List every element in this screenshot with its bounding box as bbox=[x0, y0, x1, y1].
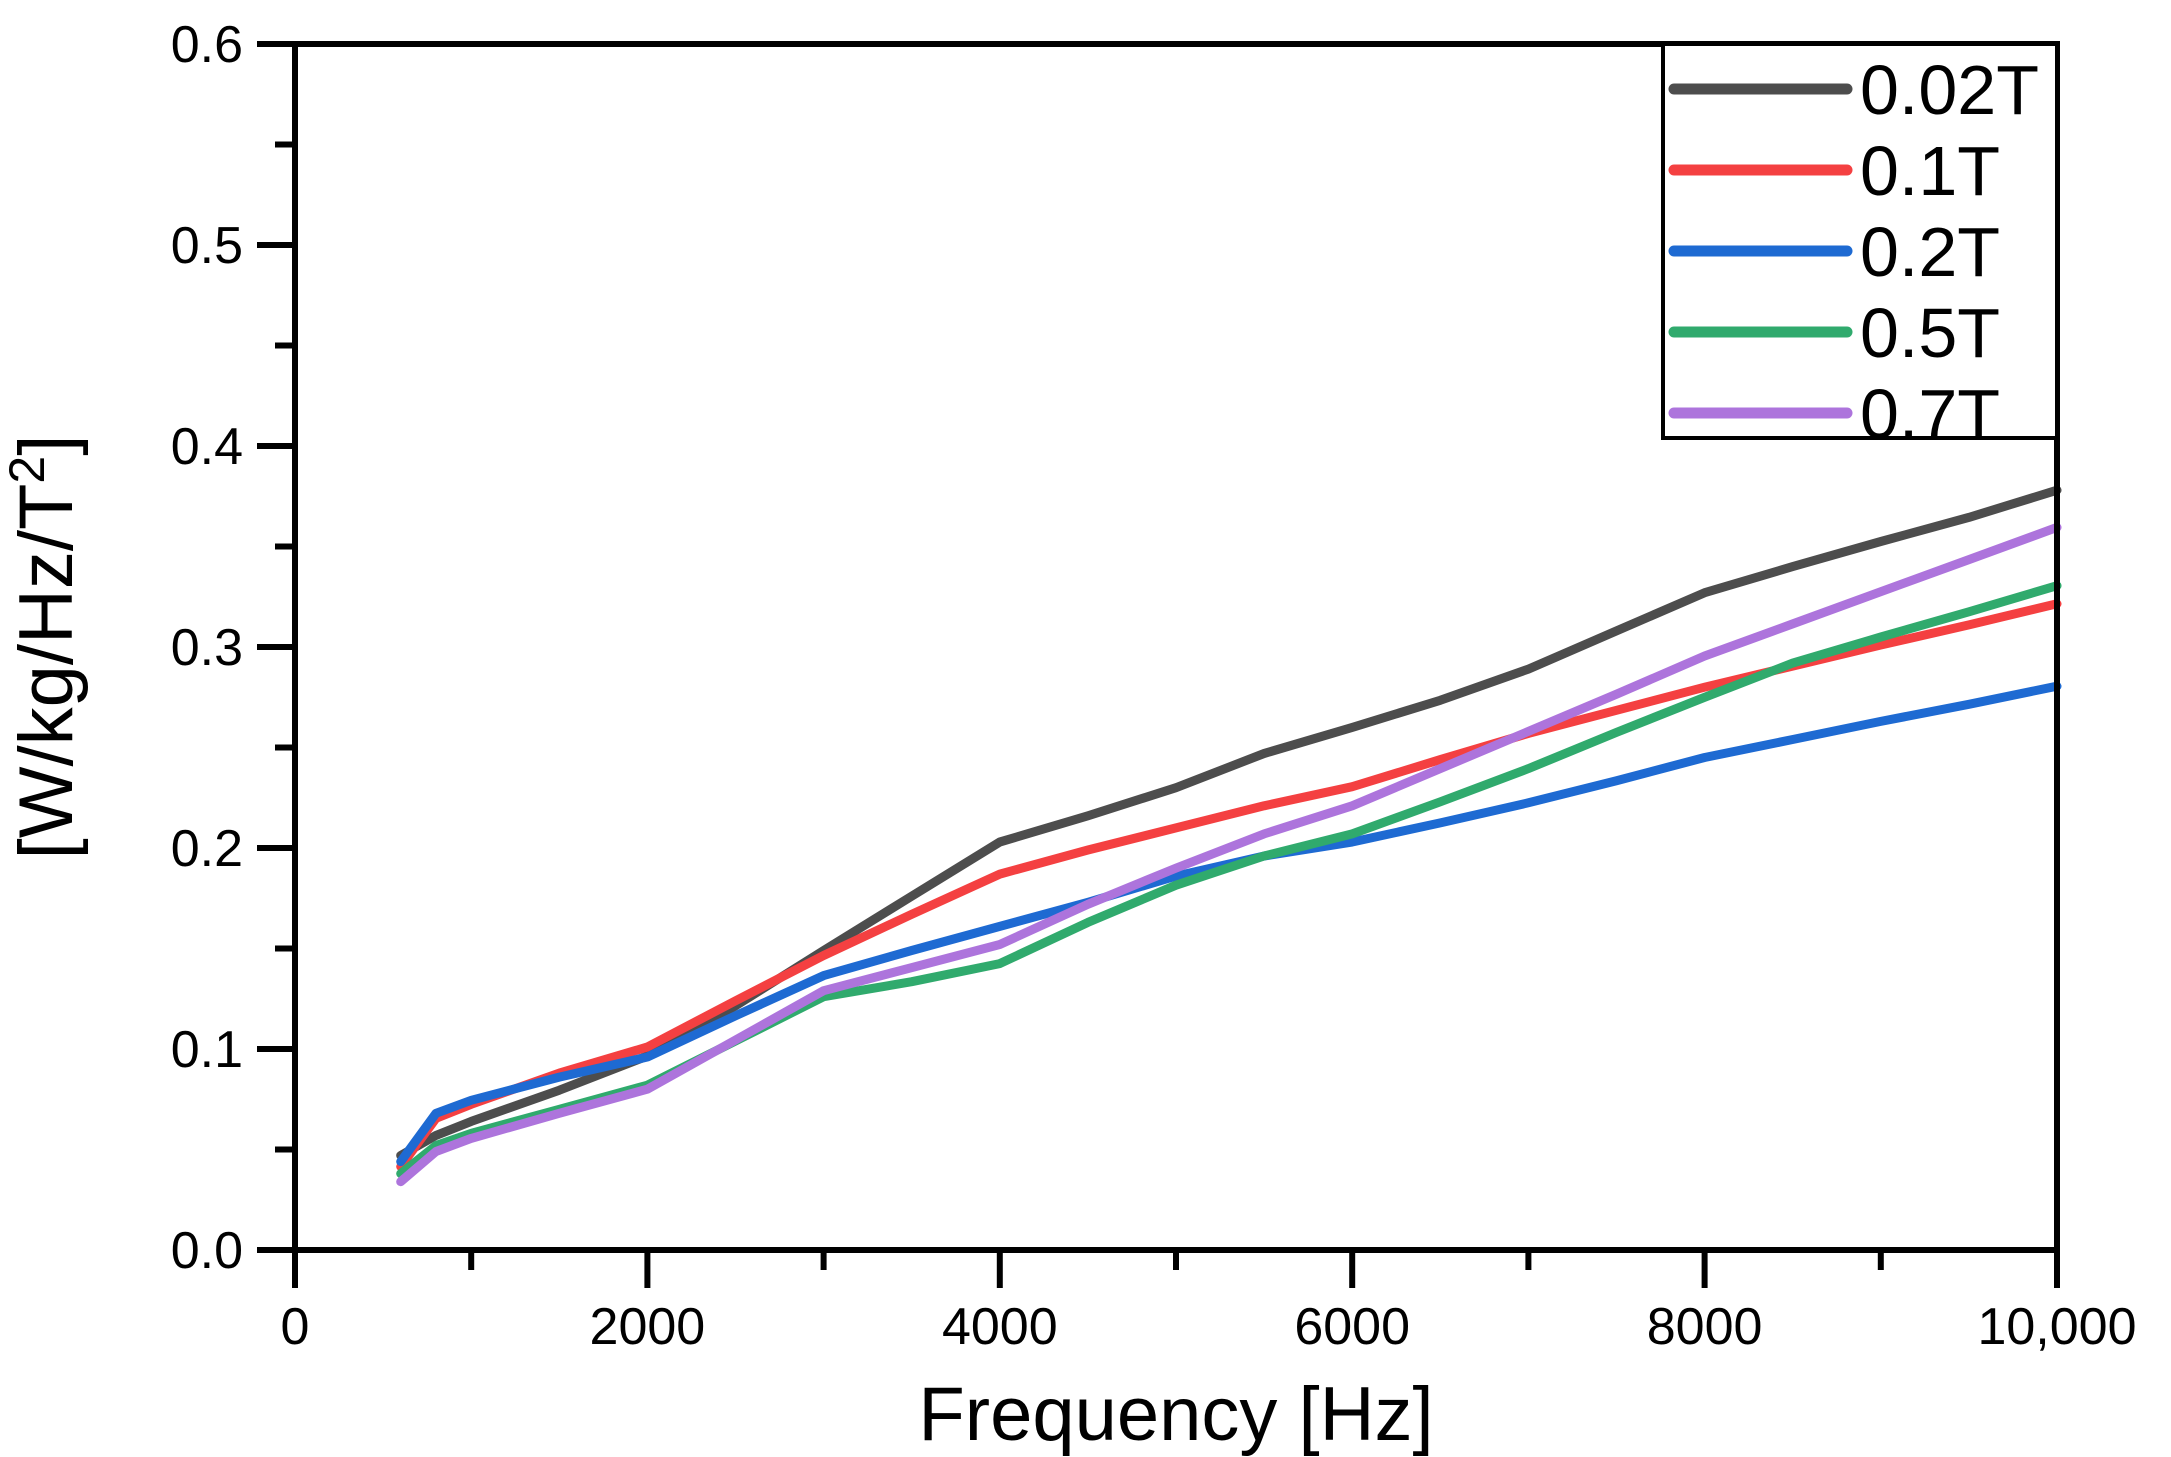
x-tick-label: 0 bbox=[281, 1298, 310, 1356]
y-tick-label: 0.2 bbox=[171, 820, 243, 878]
y-axis-label-superscript: 2 bbox=[0, 456, 55, 484]
x-tick-label: 4000 bbox=[942, 1298, 1058, 1356]
x-tick-label: 10,000 bbox=[1977, 1298, 2136, 1356]
x-axis-label: Frequency [Hz] bbox=[918, 1372, 1433, 1457]
legend-label-0.7T: 0.7T bbox=[1860, 375, 2000, 453]
y-tick-label: 0.4 bbox=[171, 418, 243, 476]
y-tick-label: 0.5 bbox=[171, 217, 243, 275]
x-tick-label: 2000 bbox=[590, 1298, 706, 1356]
x-tick-label: 6000 bbox=[1294, 1298, 1410, 1356]
y-axis-label: [W/kg/Hz/T2] bbox=[0, 435, 89, 860]
legend-label-0.1T: 0.1T bbox=[1860, 132, 2000, 210]
y-tick-label: 0.6 bbox=[171, 16, 243, 74]
y-tick-label: 0.1 bbox=[171, 1021, 243, 1079]
x-tick-label: 8000 bbox=[1647, 1298, 1763, 1356]
series-lines bbox=[396, 485, 2062, 1187]
legend-label-0.02T: 0.02T bbox=[1860, 51, 2039, 129]
y-axis-label-close: ] bbox=[4, 435, 89, 456]
series-line-0.02T bbox=[396, 485, 2062, 1160]
y-tick-label: 0.3 bbox=[171, 619, 243, 677]
y-tick-label: 0.0 bbox=[171, 1222, 243, 1280]
series-line-0.2T bbox=[396, 681, 2062, 1167]
legend-frame bbox=[1661, 42, 2059, 440]
legend-label-0.5T: 0.5T bbox=[1860, 294, 2000, 372]
series-line-0.7T bbox=[396, 522, 2062, 1187]
y-axis-label-main: [W/kg/Hz/T bbox=[4, 484, 89, 860]
legend-label-0.2T: 0.2T bbox=[1860, 213, 2000, 291]
axes-and-ticks: 0 2000 4000 6000 8000 10,000 0.0 0.1 0.2 0.3 0.4 0.… bbox=[171, 16, 2137, 1356]
